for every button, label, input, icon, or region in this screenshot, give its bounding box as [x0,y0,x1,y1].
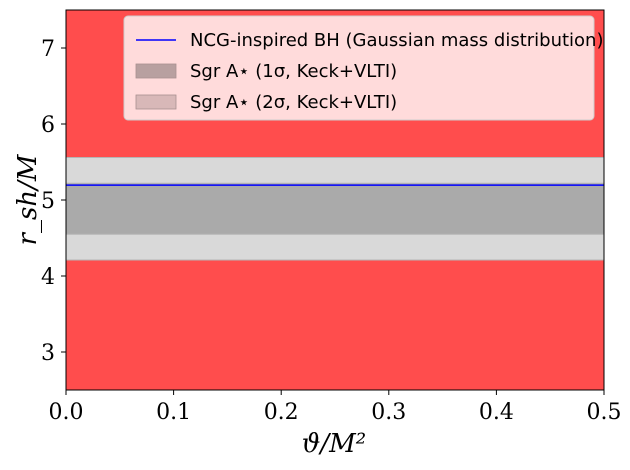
legend-label: NCG-inspired BH (Gaussian mass distribut… [190,30,604,51]
y-tick-label: 5 [41,189,55,214]
legend: NCG-inspired BH (Gaussian mass distribut… [123,15,604,121]
x-tick-label: 0.3 [371,400,406,425]
legend-patch-marker [135,63,177,79]
y-tick-label: 7 [41,37,55,62]
y-axis-label: r_sh/M [13,153,43,245]
band-1sigma [66,183,604,235]
legend-label: Sgr A⋆ (1σ, Keck+VLTI) [190,61,397,82]
x-tick-label: 0.1 [156,400,191,425]
legend-box [123,15,595,121]
y-tick-label: 4 [41,265,55,290]
x-tick-label: 0.4 [479,400,514,425]
x-axis-label: ϑ/M² [302,429,366,459]
legend-patch-marker [135,94,177,110]
x-tick-label: 0.0 [49,400,84,425]
x-tick-label: 0.2 [264,400,299,425]
axes: 0.0 0.1 0.2 0.3 0.4 0.5 3 4 5 6 7 [41,9,622,425]
y-tick-label: 6 [41,113,55,138]
x-tick-label: 0.5 [587,400,622,425]
y-tick-label: 3 [41,341,55,366]
legend-label: Sgr A⋆ (2σ, Keck+VLTI) [190,92,397,113]
